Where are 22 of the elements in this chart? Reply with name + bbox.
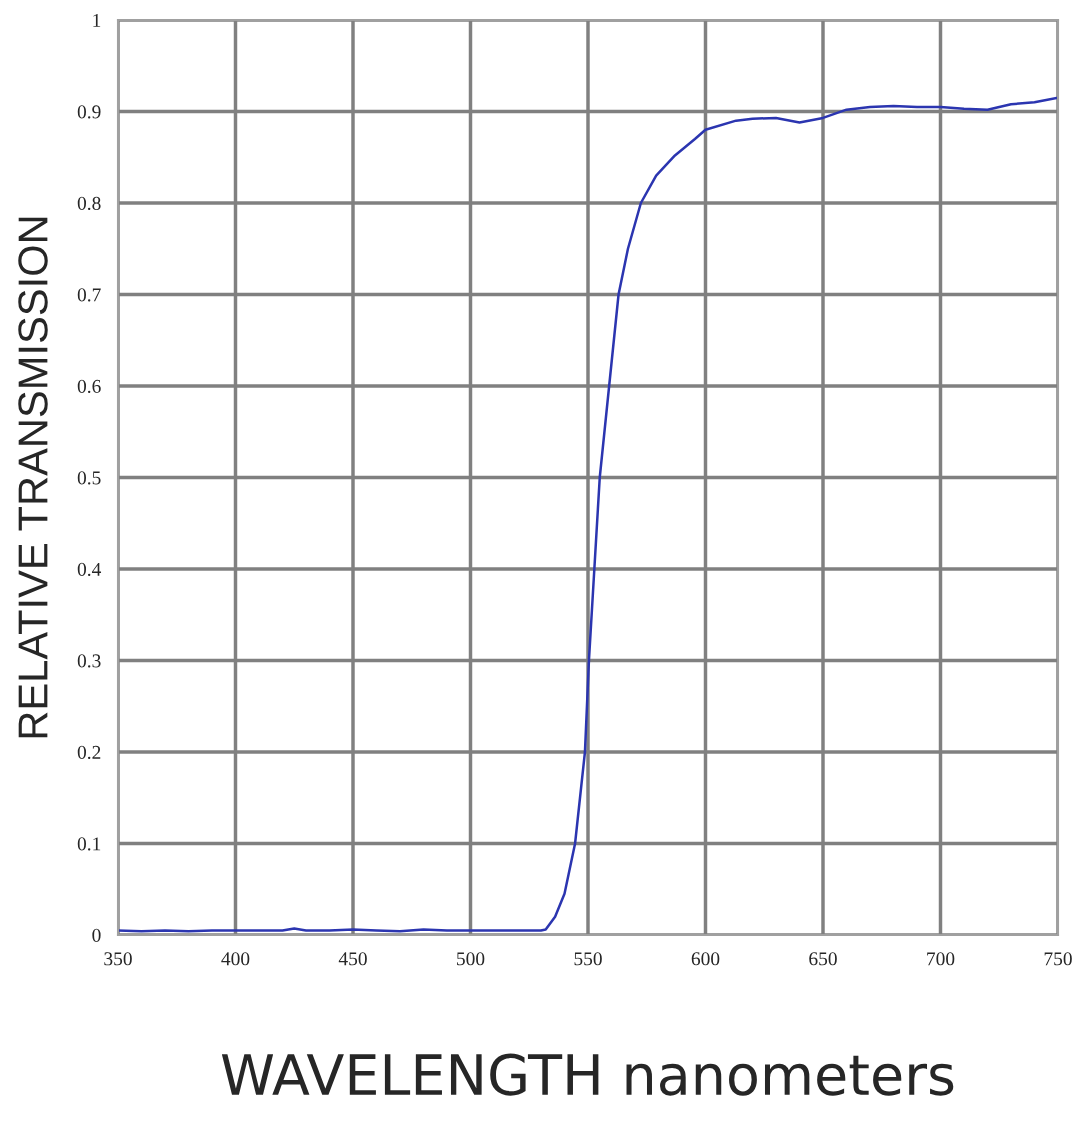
x-tick-label: 750 bbox=[1044, 952, 1072, 966]
x-tick-label: 700 bbox=[927, 952, 955, 966]
y-tick-label: 0.2 bbox=[77, 745, 101, 760]
y-axis-title: RELATIVE TRANSMISSION bbox=[18, 217, 48, 738]
x-tick-label: 450 bbox=[338, 952, 367, 966]
y-tick-label: 0.8 bbox=[77, 196, 101, 211]
x-tick-label: 600 bbox=[691, 952, 720, 966]
x-tick-label: 400 bbox=[221, 952, 250, 966]
x-tick-label: 500 bbox=[457, 952, 485, 966]
y-tick-label: 0.3 bbox=[77, 654, 101, 668]
y-tick-label: 0.7 bbox=[77, 288, 101, 302]
x-axis-title: WAVELENGTH nanometers bbox=[221, 1053, 954, 1096]
x-tick-label: 650 bbox=[809, 952, 837, 966]
y-tick-label: 1 bbox=[93, 13, 101, 27]
y-tick-label: 0.6 bbox=[77, 379, 101, 394]
x-tick-label: 550 bbox=[574, 952, 602, 966]
y-tick-label: 0.5 bbox=[77, 471, 101, 485]
y-tick-label: 0.4 bbox=[77, 562, 102, 577]
y-tick-label: 0.1 bbox=[77, 837, 101, 851]
y-tick-label: 0 bbox=[92, 928, 101, 942]
y-tick-label: 0.9 bbox=[77, 105, 101, 119]
x-tick-label: 350 bbox=[104, 952, 132, 966]
